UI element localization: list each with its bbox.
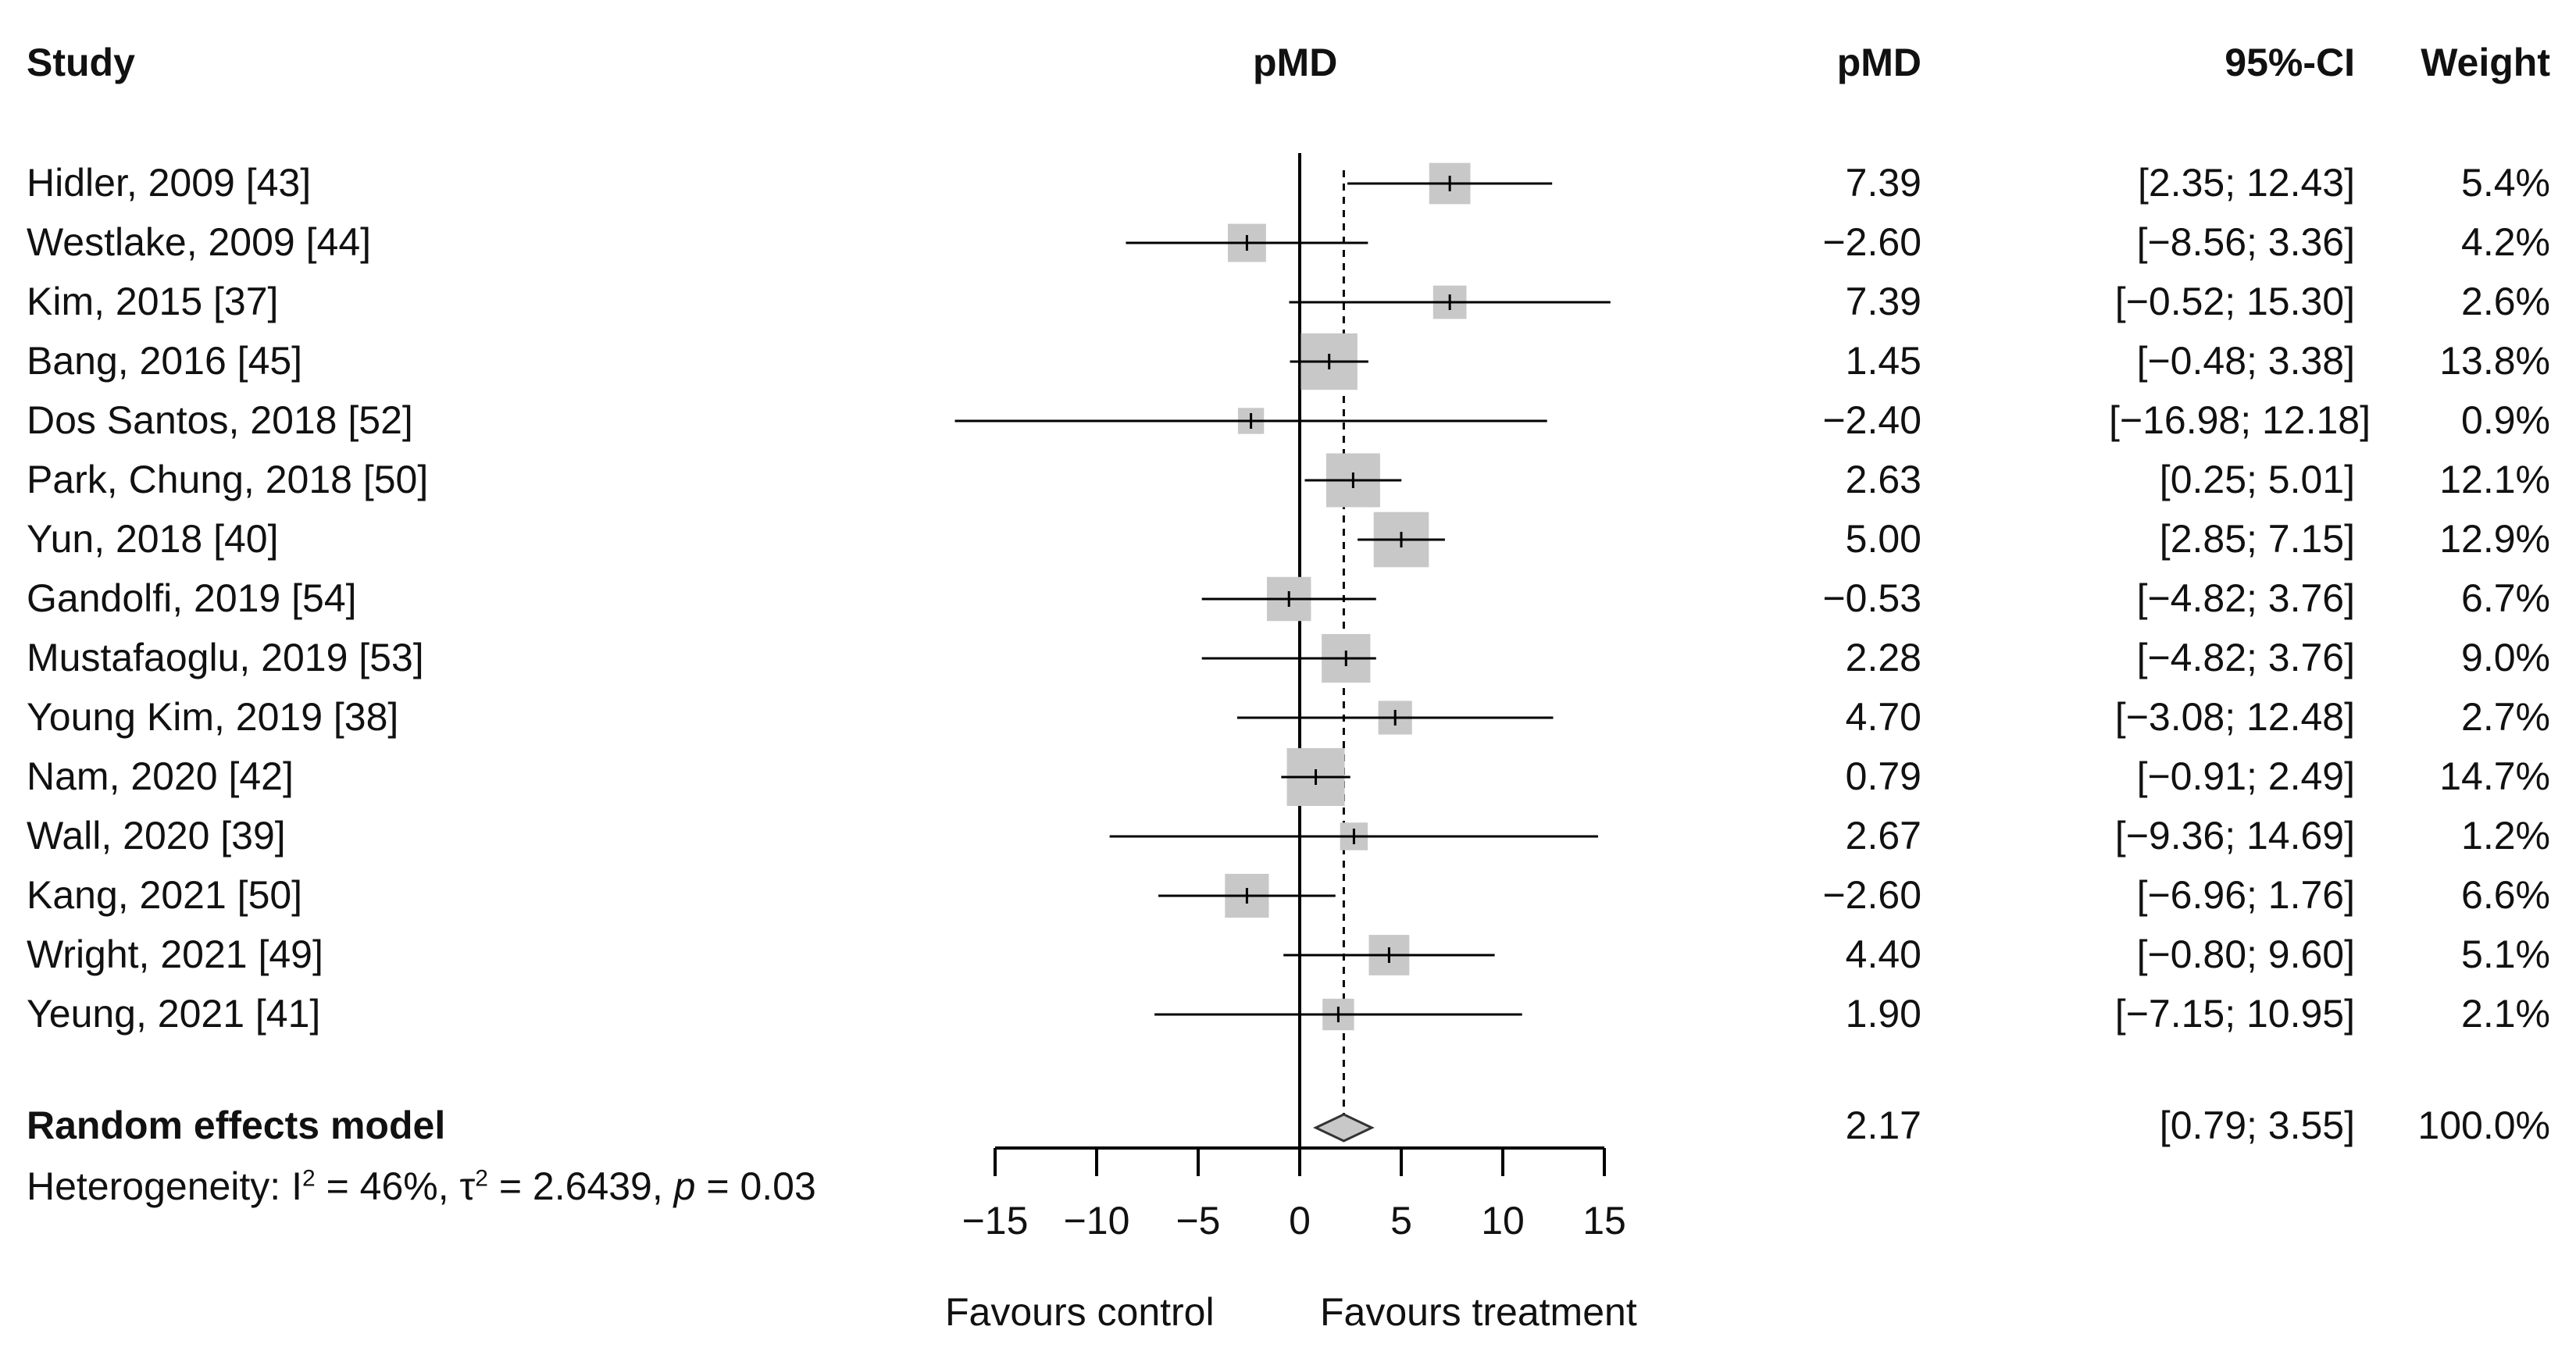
study-effect: 4.40 <box>1845 932 1921 976</box>
study-weight: 9.0% <box>2461 636 2550 679</box>
study-effect: −2.60 <box>1822 220 1921 264</box>
het-p-value: = 0.03 <box>695 1164 816 1208</box>
study-effect: 7.39 <box>1845 161 1921 205</box>
study-name: Westlake, 2009 [44] <box>27 220 372 264</box>
study-weight: 12.1% <box>2439 458 2550 501</box>
header-plot: pMD <box>1253 41 1338 84</box>
x-tick-label: 0 <box>1289 1199 1311 1243</box>
study-weight: 2.7% <box>2461 695 2550 739</box>
study-name: Hidler, 2009 [43] <box>27 161 312 205</box>
study-name: Nam, 2020 [42] <box>27 754 294 798</box>
study-ci: [−0.48; 3.38] <box>2136 339 2355 383</box>
study-name: Kim, 2015 [37] <box>27 280 279 323</box>
het-mid: = 46%, τ <box>315 1164 476 1208</box>
favours-treatment-label: Favours treatment <box>1320 1290 1637 1334</box>
study-effect: −0.53 <box>1822 576 1921 620</box>
study-ci: [−9.36; 14.69] <box>2114 814 2355 857</box>
study-ci: [−8.56; 3.36] <box>2136 220 2355 264</box>
study-effect: 2.63 <box>1845 458 1921 501</box>
study-weight: 1.2% <box>2461 814 2550 857</box>
study-weight: 0.9% <box>2461 398 2550 442</box>
heterogeneity-text: Heterogeneity: I2 = 46%, τ2 = 2.6439, p … <box>27 1167 816 1206</box>
study-name: Bang, 2016 [45] <box>27 339 303 383</box>
study-ci: [−16.98; 12.18] <box>2109 398 2371 442</box>
study-weight: 5.1% <box>2461 932 2550 976</box>
study-effect: 2.28 <box>1845 636 1921 679</box>
x-tick-label: 5 <box>1390 1199 1412 1243</box>
x-tick-label: −15 <box>962 1199 1029 1243</box>
x-tick-label: 15 <box>1582 1199 1626 1243</box>
het-p-label: p <box>673 1164 696 1208</box>
pooled-weight: 100.0% <box>2417 1104 2550 1147</box>
study-name: Wright, 2021 [49] <box>27 932 323 976</box>
x-tick-label: −10 <box>1064 1199 1130 1243</box>
study-ci: [−4.82; 3.76] <box>2136 636 2355 679</box>
x-tick-label: 10 <box>1481 1199 1525 1243</box>
pooled-diamond <box>1313 1113 1375 1143</box>
study-weight: 6.6% <box>2461 873 2550 917</box>
study-weight: 14.7% <box>2439 754 2550 798</box>
study-effect: 7.39 <box>1845 280 1921 323</box>
study-ci: [−0.91; 2.49] <box>2136 754 2355 798</box>
study-ci: [−4.82; 3.76] <box>2136 576 2355 620</box>
study-weight: 12.9% <box>2439 517 2550 561</box>
study-ci: [0.25; 5.01] <box>2159 458 2355 501</box>
study-effect: 0.79 <box>1845 754 1921 798</box>
header-study: Study <box>27 41 135 84</box>
pooled-label: Random effects model <box>27 1104 446 1147</box>
study-effect: 5.00 <box>1845 517 1921 561</box>
study-weight: 4.2% <box>2461 220 2550 264</box>
study-effect: −2.40 <box>1822 398 1921 442</box>
study-name: Young Kim, 2019 [38] <box>27 695 399 739</box>
x-tick-label: −5 <box>1176 1199 1220 1243</box>
study-ci: [2.35; 12.43] <box>2137 161 2355 205</box>
study-effect: −2.60 <box>1822 873 1921 917</box>
het-mid2: = 2.6439, <box>487 1164 674 1208</box>
header-effect: pMD <box>1836 41 1921 84</box>
header-weight: Weight <box>2421 41 2550 84</box>
study-name: Dos Santos, 2018 [52] <box>27 398 413 442</box>
study-weight: 2.1% <box>2461 992 2550 1036</box>
study-ci: [−0.80; 9.60] <box>2136 932 2355 976</box>
study-name: Mustafaoglu, 2019 [53] <box>27 636 424 679</box>
study-name: Yeung, 2021 [41] <box>27 992 321 1036</box>
study-weight: 2.6% <box>2461 280 2550 323</box>
study-name: Gandolfi, 2019 [54] <box>27 576 357 620</box>
study-weight: 6.7% <box>2461 576 2550 620</box>
study-name: Park, Chung, 2018 [50] <box>27 458 429 501</box>
favours-control-label: Favours control <box>945 1290 1215 1334</box>
het-sup-1: 2 <box>301 1165 316 1192</box>
study-ci: [−7.15; 10.95] <box>2114 992 2355 1036</box>
study-effect: 4.70 <box>1845 695 1921 739</box>
study-ci: [−0.52; 15.30] <box>2114 280 2355 323</box>
study-effect: 2.67 <box>1845 814 1921 857</box>
pooled-effect: 2.17 <box>1845 1104 1921 1147</box>
study-weight: 5.4% <box>2461 161 2550 205</box>
study-effect: 1.90 <box>1845 992 1921 1036</box>
study-name: Kang, 2021 [50] <box>27 873 303 917</box>
het-prefix: Heterogeneity: I <box>27 1164 302 1208</box>
study-effect: 1.45 <box>1845 339 1921 383</box>
study-name: Yun, 2018 [40] <box>27 517 279 561</box>
het-sup-2: 2 <box>475 1165 488 1192</box>
study-ci: [−6.96; 1.76] <box>2136 873 2355 917</box>
study-name: Wall, 2020 [39] <box>27 814 286 857</box>
study-ci: [2.85; 7.15] <box>2159 517 2355 561</box>
header-ci: 95%-CI <box>2225 41 2355 84</box>
study-ci: [−3.08; 12.48] <box>2114 695 2355 739</box>
pooled-ci: [0.79; 3.55] <box>2159 1104 2355 1147</box>
study-weight: 13.8% <box>2439 339 2550 383</box>
